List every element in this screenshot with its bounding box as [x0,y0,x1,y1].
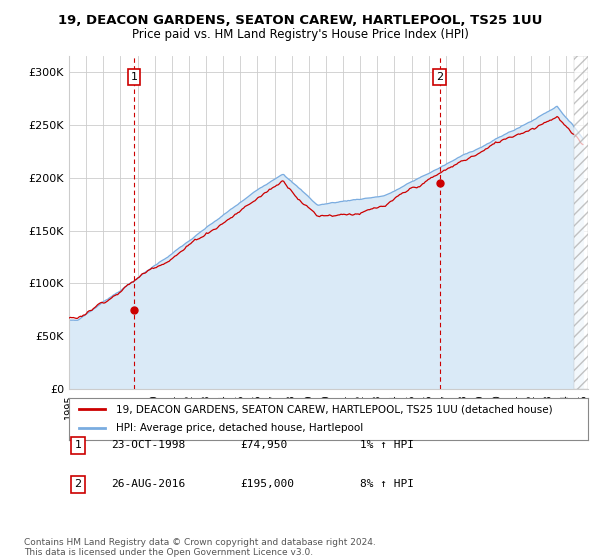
Text: 26-AUG-2016: 26-AUG-2016 [111,479,185,489]
Text: 1: 1 [131,72,137,82]
Text: 19, DEACON GARDENS, SEATON CAREW, HARTLEPOOL, TS25 1UU: 19, DEACON GARDENS, SEATON CAREW, HARTLE… [58,14,542,27]
Text: 1: 1 [74,440,82,450]
Text: Contains HM Land Registry data © Crown copyright and database right 2024.
This d: Contains HM Land Registry data © Crown c… [24,538,376,557]
Text: 19, DEACON GARDENS, SEATON CAREW, HARTLEPOOL, TS25 1UU (detached house): 19, DEACON GARDENS, SEATON CAREW, HARTLE… [116,404,553,414]
Text: 8% ↑ HPI: 8% ↑ HPI [360,479,414,489]
Text: 23-OCT-1998: 23-OCT-1998 [111,440,185,450]
Text: HPI: Average price, detached house, Hartlepool: HPI: Average price, detached house, Hart… [116,423,363,433]
Text: Price paid vs. HM Land Registry's House Price Index (HPI): Price paid vs. HM Land Registry's House … [131,28,469,41]
Text: 2: 2 [436,72,443,82]
Text: £74,950: £74,950 [240,440,287,450]
Text: £195,000: £195,000 [240,479,294,489]
Text: 1% ↑ HPI: 1% ↑ HPI [360,440,414,450]
Text: 2: 2 [74,479,82,489]
